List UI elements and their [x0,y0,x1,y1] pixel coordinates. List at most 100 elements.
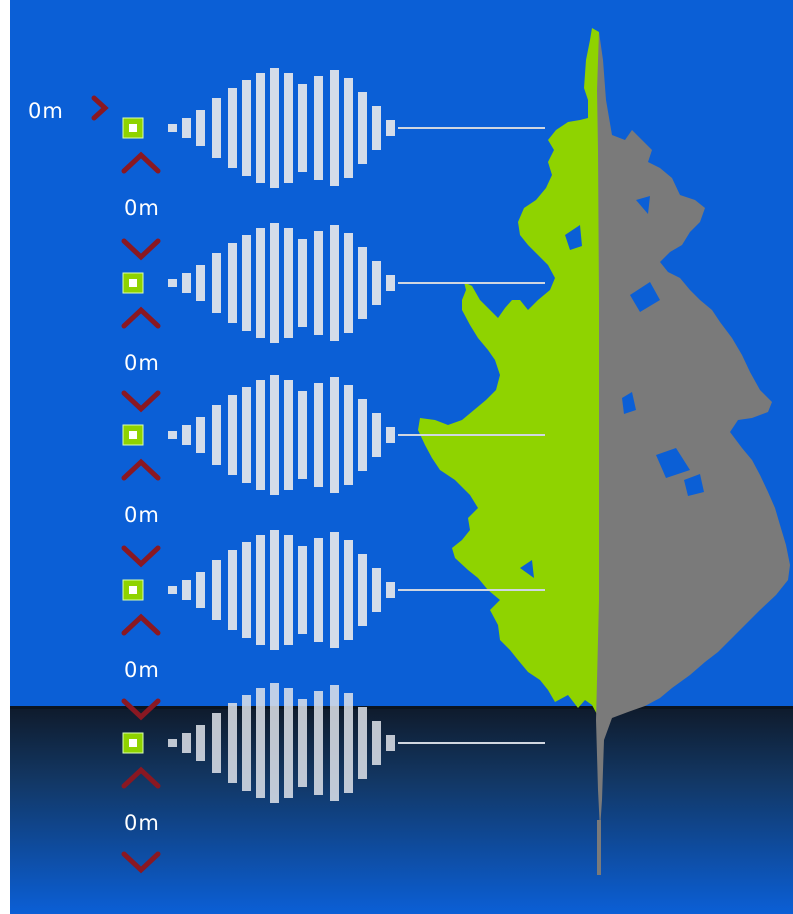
chevron-right-icon [91,95,109,121]
wave-bar [314,76,323,180]
wave-bar [270,68,279,188]
acoustic-wave-icon [168,530,395,650]
wave-bar [344,385,353,485]
wave-bar [228,550,237,630]
chevron-down-icon [121,390,161,413]
wave-bar [212,560,221,620]
acoustic-wave-icon [168,223,395,343]
wave-bar [182,580,191,600]
wave-bar [372,413,381,457]
top-depth-label: 0m [28,99,64,123]
depth-label: 0m [124,196,160,220]
wave-bar [242,80,251,176]
wave-bar [228,88,237,168]
wave-bar [256,228,265,338]
wave-bar [242,542,251,638]
wave-bar [168,586,177,594]
wave-bar [284,380,293,490]
wave-bar [372,568,381,612]
wave-bar [228,703,237,783]
wave-bar [168,431,177,439]
acoustic-wave-icon [168,68,395,188]
wave-bar [284,688,293,798]
wave-bar [358,399,367,471]
wave-bar [256,380,265,490]
label-column: 0m 0m 0m 0m 0m 0m [28,99,160,835]
wave-bar [168,279,177,287]
wave-bar [358,554,367,626]
sensor-core [129,279,137,287]
wave-bar [372,721,381,765]
chevron-down-icon [121,698,161,721]
wave-bar [256,535,265,645]
chevron-up-icon [121,458,161,481]
wave-bar [228,395,237,475]
depth-label: 0m [124,658,160,682]
wave-bar [330,70,339,186]
chevron-up-icon [121,613,161,636]
wave-bar [212,713,221,773]
wave-bar [330,225,339,341]
wave-bar [344,233,353,333]
wave-bar [256,688,265,798]
wave-bar [386,120,395,136]
wave-bar [196,417,205,453]
wave-bar [344,78,353,178]
wave-bar [182,118,191,138]
gray-profile-shape [596,32,790,830]
wave-bar [196,725,205,761]
wave-bar [182,733,191,753]
sensor-core [129,431,137,439]
wave-bar [298,239,307,327]
wave-bar [298,391,307,479]
wave-bar [270,375,279,495]
wave-bar [330,532,339,648]
wave-bar [168,739,177,747]
wave-bar [314,231,323,335]
wave-bar [212,405,221,465]
wave-bar [284,228,293,338]
wave-bar [358,247,367,319]
wave-bar [242,387,251,483]
wave-bar [298,546,307,634]
chevron-down-icon [121,238,161,261]
wave-bar [182,425,191,445]
wave-bar [330,377,339,493]
wave-bar [256,73,265,183]
wave-bar [212,253,221,313]
wave-bar [314,538,323,642]
wave-bar [344,693,353,793]
chevron-up-icon [121,766,161,789]
sensor-core [129,124,137,132]
wave-bar [196,265,205,301]
wave-bar [298,84,307,172]
wave-bar [196,110,205,146]
wave-bar [358,92,367,164]
wave-bar [228,243,237,323]
wave-bar [284,535,293,645]
wave-bar [314,691,323,795]
wave-bar [182,273,191,293]
depth-label: 0m [124,811,160,835]
acoustic-wave-icon [168,683,395,803]
wave-bar [270,530,279,650]
wave-bar [386,427,395,443]
wave-bar [372,261,381,305]
wave-bar [386,735,395,751]
chevron-up-icon [121,151,161,174]
wave-bar [314,383,323,487]
wave-bar [358,707,367,779]
wave-bar [242,695,251,791]
wave-bar [270,223,279,343]
wave-bar [344,540,353,640]
chevron-up-icon [121,306,161,329]
wave-bar [330,685,339,801]
wave-bar [168,124,177,132]
chevron-down-icon [121,851,161,874]
acoustic-wave-icon [168,375,395,495]
chevron-down-icon [121,545,161,568]
wave-bar [284,73,293,183]
wave-bar [196,572,205,608]
wave-bar [298,699,307,787]
